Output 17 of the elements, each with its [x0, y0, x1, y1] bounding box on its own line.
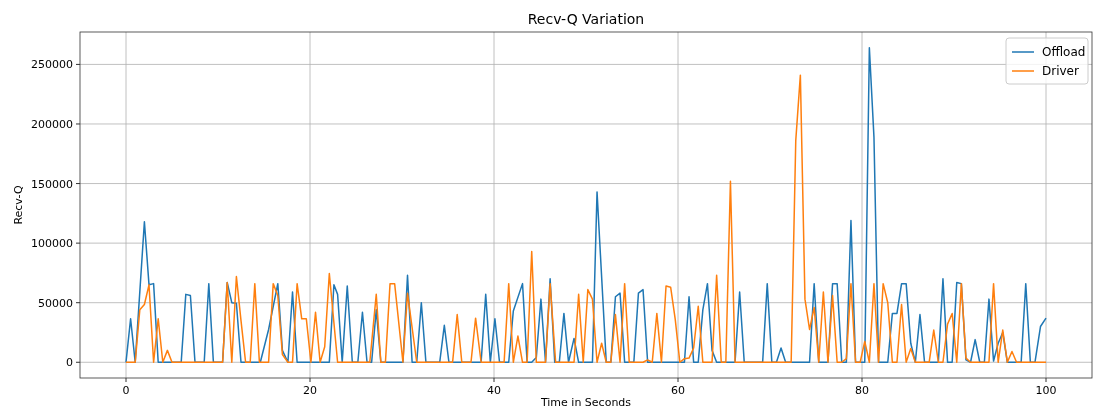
y-tick-label: 200000	[31, 117, 73, 131]
x-tick-label: 100	[1035, 384, 1057, 397]
y-tick-label: 0	[66, 356, 73, 370]
y-tick-label: 50000	[38, 296, 73, 310]
y-tick-label: 150000	[31, 177, 73, 191]
x-tick-label: 0	[122, 384, 130, 397]
x-tick-label: 80	[855, 384, 869, 397]
y-axis-title: Recv-Q	[12, 185, 25, 225]
x-tick-label: 60	[671, 384, 685, 397]
x-tick-label: 20	[303, 384, 317, 397]
x-axis-title: Time in Seconds	[539, 396, 632, 409]
y-tick-label: 250000	[31, 58, 73, 72]
x-tick-label: 40	[487, 384, 501, 397]
legend-label: Driver	[1042, 64, 1079, 78]
y-tick-label: 100000	[31, 237, 73, 251]
legend-label: Offload	[1042, 45, 1086, 59]
chart-title: Recv-Q Variation	[527, 11, 645, 27]
